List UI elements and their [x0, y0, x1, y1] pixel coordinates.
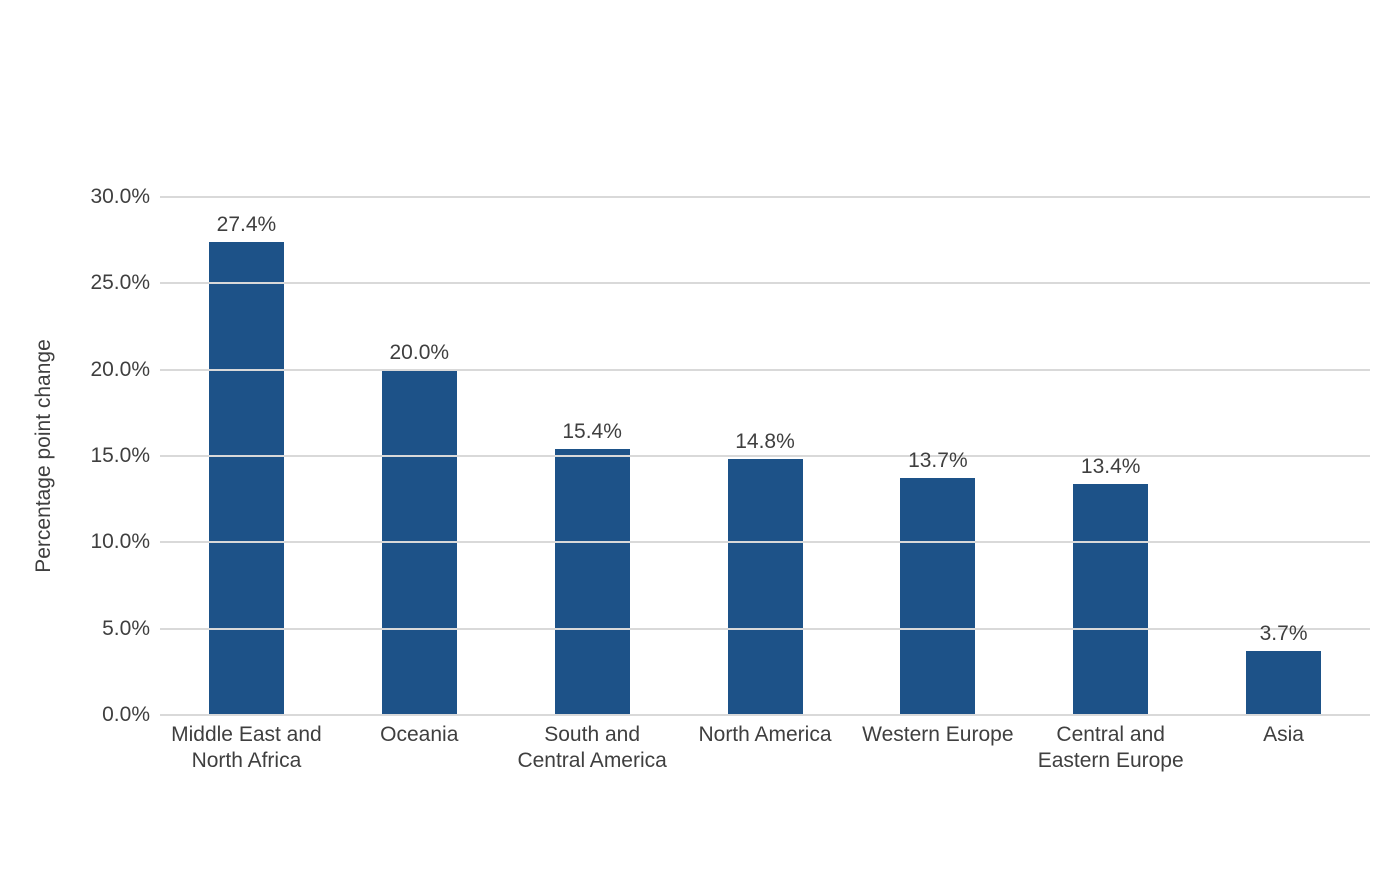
- gridline: [160, 714, 1370, 716]
- bar-value-label: 13.4%: [1080, 454, 1141, 478]
- y-tick-label: 20.0%: [90, 357, 150, 381]
- x-category-label: North America: [674, 722, 857, 748]
- y-tick-label: 0.0%: [102, 703, 150, 726]
- x-category-label: South and Central America: [501, 722, 684, 775]
- x-category-label-line: Western Europe: [862, 723, 1014, 746]
- x-category-label-line: Eastern Europe: [1037, 749, 1184, 773]
- gridline: [160, 541, 1370, 544]
- x-category-label-line: Middle East and: [171, 723, 322, 746]
- x-category-label: Central and Eastern Europe: [1019, 722, 1202, 775]
- bar-value-label: 15.4%: [562, 420, 622, 444]
- x-category-label: Western Europe: [846, 722, 1029, 748]
- gridline: [160, 627, 1370, 630]
- x-category-label-line: Central and: [1056, 723, 1165, 746]
- x-category-label: Asia: [1192, 722, 1375, 748]
- y-tick-label: 15.0%: [90, 444, 150, 467]
- y-axis-title: Percentage point change: [32, 339, 55, 573]
- x-category-label-line: Asia: [1263, 723, 1304, 746]
- x-category-label-line: North America: [698, 723, 832, 746]
- bar-central-and-eastern-europe: [1073, 483, 1149, 715]
- bar-western-europe: [900, 478, 976, 715]
- bar-value-label: 14.8%: [735, 430, 795, 454]
- y-tick-label: 10.0%: [90, 530, 150, 554]
- x-category-label: Oceania: [328, 722, 511, 748]
- bar-value-label: 20.0%: [389, 340, 450, 364]
- x-category-label-line: South and: [544, 723, 641, 746]
- bar-middle-east-and-north-africa: [208, 241, 284, 715]
- bar-value-label: 13.7%: [908, 449, 968, 473]
- y-tick-label: 5.0%: [102, 616, 150, 640]
- bar-value-label: 27.4%: [216, 212, 277, 236]
- bar-asia: [1246, 651, 1322, 715]
- bar-value-label: 3.7%: [1259, 622, 1308, 646]
- bar-south-and-central-america: [554, 449, 630, 715]
- gridline: [160, 455, 1370, 457]
- x-category-label-line: North Africa: [191, 749, 302, 773]
- x-category-label: Middle East and North Africa: [155, 722, 338, 775]
- gridline: [160, 282, 1370, 285]
- x-category-label-line: Central America: [517, 749, 667, 773]
- gridline: [160, 196, 1370, 198]
- y-tick-label: 30.0%: [90, 185, 150, 208]
- bar-north-america: [727, 459, 803, 715]
- x-category-label-line: Oceania: [380, 723, 459, 746]
- gridline: [160, 368, 1370, 371]
- y-tick-label: 25.0%: [90, 271, 150, 295]
